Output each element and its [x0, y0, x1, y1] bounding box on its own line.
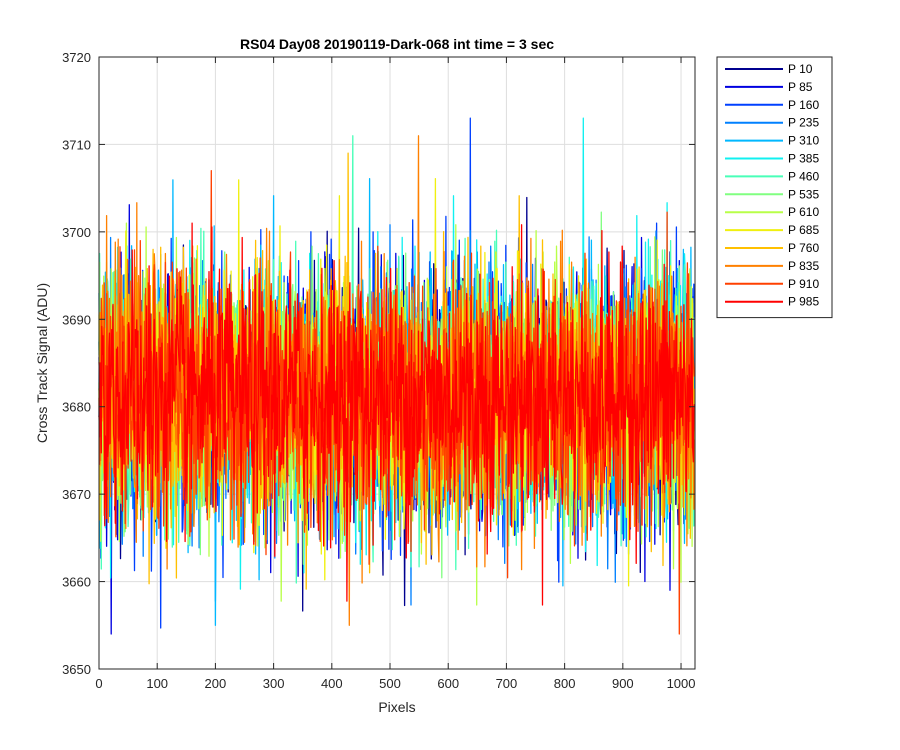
x-tick-label: 0 [95, 676, 102, 691]
x-tick-label: 100 [146, 676, 168, 691]
legend-entry-label: P 160 [788, 98, 819, 112]
x-tick-label: 400 [321, 676, 343, 691]
legend-entry-label: P 460 [788, 169, 819, 183]
legend-box [716, 56, 833, 319]
legend-entry-label: P 985 [788, 295, 819, 309]
y-tick-label: 3650 [62, 662, 91, 677]
y-axis-label: Cross Track Signal (ADU) [34, 283, 50, 443]
series-line-p985 [98, 222, 696, 606]
x-tick-label: 700 [496, 676, 518, 691]
axes-box [98, 56, 696, 670]
legend-entry-label: P 310 [788, 134, 819, 148]
legend-entry-label: P 85 [788, 80, 813, 94]
legend-entry-label: P 235 [788, 116, 819, 130]
legend-entry-label: P 685 [788, 223, 819, 237]
x-tick-label: 200 [205, 676, 227, 691]
x-axis-label: Pixels [378, 699, 415, 715]
legend-entry-label: P 610 [788, 205, 819, 219]
x-tick-label: 300 [263, 676, 285, 691]
legend-entry-label: P 385 [788, 152, 819, 166]
plot-series-group [98, 117, 696, 635]
x-tick-label: 1000 [667, 676, 696, 691]
legend-entry-label: P 760 [788, 241, 819, 255]
y-tick-label: 3700 [62, 225, 91, 240]
chart-title: RS04 Day08 20190119-Dark-068 int time = … [240, 36, 554, 52]
y-tick-label: 3720 [62, 50, 91, 65]
y-tick-label: 3710 [62, 137, 91, 152]
legend: P 10 P 85 P 160 P 235 P 310 P 385 P 460 P 535 P … [716, 56, 833, 319]
x-tick-label: 900 [612, 676, 634, 691]
x-tick-label: 500 [379, 676, 401, 691]
y-tick-label: 3670 [62, 487, 91, 502]
x-tick-label: 600 [437, 676, 459, 691]
legend-entry-label: P 910 [788, 277, 819, 291]
x-tick-label: 800 [554, 676, 576, 691]
axis-ticks: 0 100 200 300 400 500 600 700 800 900 1000 3650 3660… [62, 50, 695, 691]
legend-entry-label: P 535 [788, 187, 819, 201]
y-tick-label: 3680 [62, 400, 91, 415]
legend-entry-label: P 835 [788, 259, 819, 273]
y-tick-label: 3690 [62, 312, 91, 327]
y-tick-label: 3660 [62, 575, 91, 590]
legend-entry-label: P 10 [788, 62, 813, 76]
